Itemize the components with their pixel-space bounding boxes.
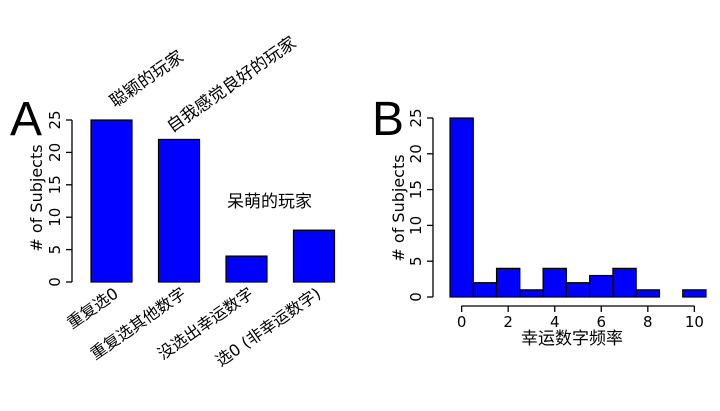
panel-a-y-tick-label: 25 xyxy=(46,110,64,129)
panel-b-bar xyxy=(495,267,521,298)
panel-a-category-label: 重复选0 xyxy=(63,284,122,333)
panel-b-bar xyxy=(472,282,498,298)
panel-b-x-tick-label: 6 xyxy=(596,313,606,331)
panel-b: B 0 5 10 15 20 25 0 2 4 6 8 10 # of Subjects 幸运数字频… xyxy=(372,93,707,349)
annotation-cute-player: 呆萌的玩家 xyxy=(227,192,312,212)
panel-a-y-tick-label: 10 xyxy=(46,208,64,227)
panel-a-y-tick-label: 20 xyxy=(46,143,64,162)
panel-b-x-axis-label: 幸运数字频率 xyxy=(521,329,623,349)
panel-b-bars xyxy=(449,117,707,298)
panel-b-y-axis: 0 5 10 15 20 25 xyxy=(407,108,434,302)
panel-b-bar xyxy=(542,267,567,298)
panel-b-letter: B xyxy=(372,93,404,146)
panel-a-y-axis-label: # of Subjects xyxy=(27,144,46,251)
panel-b-bar xyxy=(589,274,614,298)
panel-a-bar xyxy=(157,138,201,283)
panel-a-bars xyxy=(90,119,336,283)
panel-b-y-tick-label: 15 xyxy=(407,180,425,199)
panel-a-bar xyxy=(90,119,133,283)
panel-a-y-tick-label: 0 xyxy=(46,277,64,287)
panel-b-x-tick-label: 8 xyxy=(643,313,653,331)
panel-b-y-tick-label: 25 xyxy=(407,108,425,127)
annotation-confident-player: 自我感觉良好的玩家 xyxy=(163,33,300,137)
panel-b-bar xyxy=(449,117,474,298)
panel-b-y-axis-label: # of Subjects xyxy=(389,154,408,261)
panel-a-y-axis: 0 5 10 15 20 25 xyxy=(46,110,73,287)
panel-b-y-tick-label: 5 xyxy=(407,256,425,266)
panel-b-y-tick-label: 10 xyxy=(407,216,425,235)
annotation-smart-player: 聪颖的玩家 xyxy=(106,47,187,112)
panel-a-letter: A xyxy=(10,93,42,146)
panel-b-x-tick-label: 2 xyxy=(503,313,513,331)
panel-a-y-tick-label: 15 xyxy=(46,175,64,194)
panel-a-y-tick-label: 5 xyxy=(46,245,64,255)
panel-b-bar xyxy=(519,289,544,298)
panel-b-bar xyxy=(565,282,591,298)
panel-b-x-axis: 0 2 4 6 8 10 xyxy=(457,305,704,331)
panel-b-bar xyxy=(682,289,707,298)
panel-b-y-tick-label: 0 xyxy=(407,292,425,302)
panel-b-x-tick-label: 4 xyxy=(550,313,560,331)
panel-a-bar xyxy=(225,255,268,283)
panel-b-y-tick-label: 20 xyxy=(407,144,425,163)
panel-a-bar xyxy=(292,229,336,283)
panel-b-bar xyxy=(635,289,661,298)
panel-b-x-tick-label: 10 xyxy=(685,313,704,331)
panel-b-x-tick-label: 0 xyxy=(457,313,467,331)
panel-b-bar xyxy=(612,267,637,298)
